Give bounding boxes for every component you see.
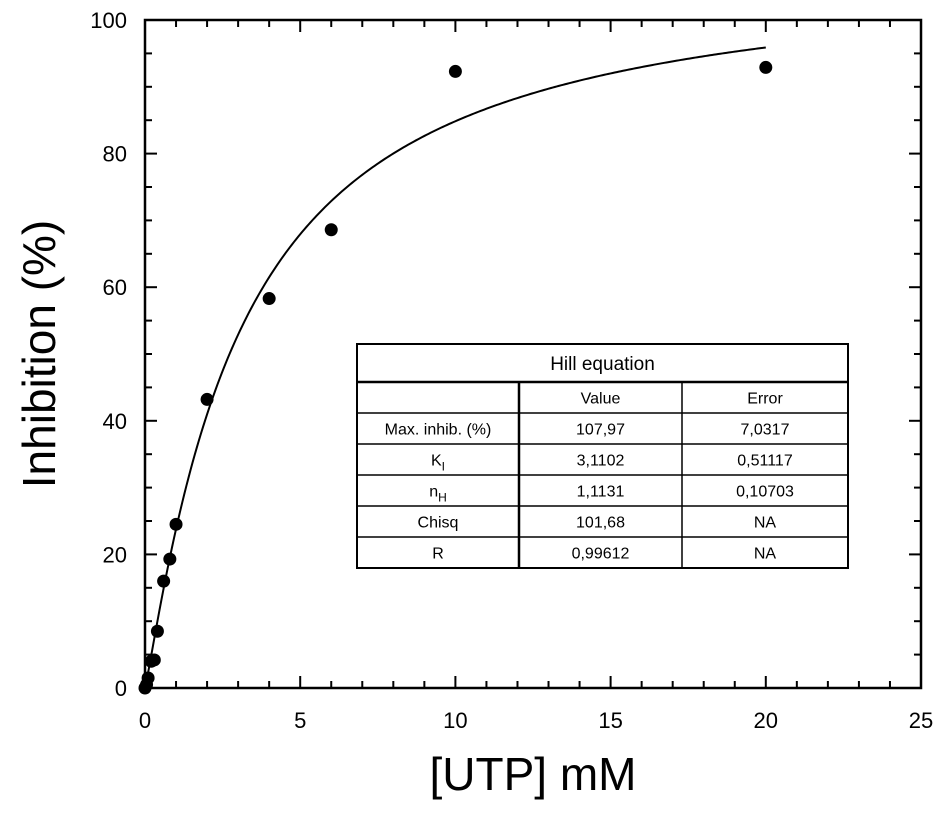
table-row-label: R xyxy=(432,546,444,563)
plot-frame xyxy=(143,18,923,690)
table-row-label: Max. inhib. (%) xyxy=(385,422,492,439)
data-point xyxy=(759,60,773,74)
table-header-cell: Error xyxy=(747,391,783,408)
data-point xyxy=(262,292,276,306)
table-value-cell: 101,68 xyxy=(576,515,625,532)
hill-fit-curve xyxy=(144,46,766,689)
parameter-table: Hill equation Value Error Max. inhib. (%) 10… xyxy=(356,343,849,569)
data-point xyxy=(157,574,171,588)
table-value-cell: 107,97 xyxy=(576,422,625,439)
table-header-cell: Value xyxy=(581,391,621,408)
y-tick-label: 20 xyxy=(103,542,127,567)
table-error-cell: NA xyxy=(754,546,777,563)
x-tick-label: 25 xyxy=(909,708,933,733)
data-point xyxy=(448,64,462,78)
table-row-label: KI xyxy=(431,453,445,474)
y-tick-label: 80 xyxy=(103,142,127,167)
data-point xyxy=(324,223,338,237)
table-error-cell: 0,10703 xyxy=(736,484,794,501)
table-row-label: nH xyxy=(429,484,447,505)
x-tick-label: 15 xyxy=(598,708,622,733)
ticks-layer: 0 5 10 15 20 25 0 20 40 60 80 100 xyxy=(90,8,933,733)
points-layer xyxy=(138,60,773,695)
data-point xyxy=(200,392,214,406)
table-error-cell: 0,51117 xyxy=(737,453,793,470)
table-error-cell: NA xyxy=(754,515,777,532)
x-tick-label: 10 xyxy=(443,708,467,733)
data-point xyxy=(147,653,161,667)
y-tick-label: 0 xyxy=(115,676,127,701)
y-axis-label: Inhibition (%) xyxy=(13,220,65,488)
data-point xyxy=(150,624,164,638)
x-axis-label: [UTP] mM xyxy=(430,748,637,800)
data-point xyxy=(163,552,177,566)
table-value-cell: 3,1102 xyxy=(577,453,625,470)
y-tick-label: 60 xyxy=(103,275,127,300)
table-value-cell: 0,99612 xyxy=(572,546,630,563)
fit-layer xyxy=(144,46,766,689)
data-point xyxy=(141,671,155,685)
y-tick-label: 100 xyxy=(90,8,127,33)
x-tick-label: 20 xyxy=(754,708,778,733)
y-tick-label: 40 xyxy=(103,409,127,434)
table-value-cell: 1,1131 xyxy=(577,484,625,501)
data-point xyxy=(169,517,183,531)
table-title: Hill equation xyxy=(550,354,655,375)
x-tick-label: 0 xyxy=(139,708,151,733)
x-tick-label: 5 xyxy=(294,708,306,733)
table-row-label: Chisq xyxy=(418,515,459,532)
table-error-cell: 7,0317 xyxy=(741,422,790,439)
